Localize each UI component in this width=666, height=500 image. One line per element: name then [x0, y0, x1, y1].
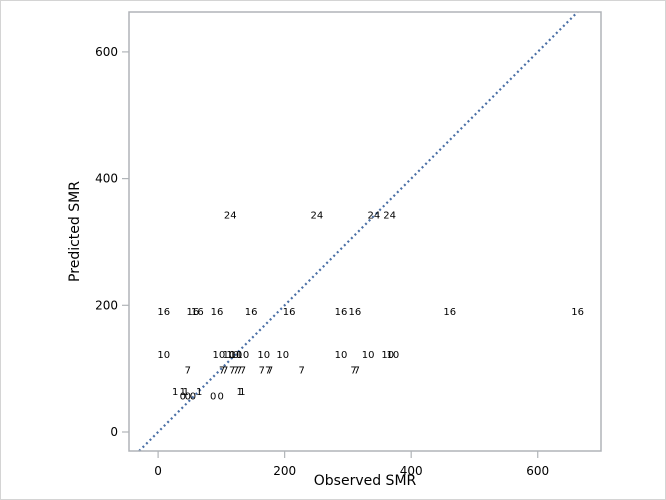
y-axis: 0 200 400 600	[95, 45, 129, 439]
data-point-label: 10	[381, 350, 394, 361]
data-point-label: 16	[283, 307, 296, 318]
data-point-label: 10	[212, 350, 225, 361]
data-point-label: 1	[239, 387, 245, 398]
data-point-label: 10	[257, 350, 270, 361]
data-point-label: 16	[191, 307, 204, 318]
data-point-label: 24	[383, 211, 396, 222]
data-point-label: 10	[226, 350, 239, 361]
data-point-label: 0	[218, 391, 224, 402]
data-point-label: 0	[190, 391, 196, 402]
data-point-label: 7	[259, 365, 265, 376]
data-point-label: 16	[211, 307, 224, 318]
data-point-label: 7	[229, 365, 235, 376]
data-point-label: 24	[367, 211, 380, 222]
data-point-label: 7	[267, 365, 273, 376]
data-point-label: 1	[172, 387, 178, 398]
data-point-label: 16	[187, 307, 200, 318]
x-tick-label: 600	[526, 464, 549, 478]
data-point-label: 16	[245, 307, 258, 318]
data-point-label: 16	[349, 307, 362, 318]
data-point-label: 1	[196, 387, 202, 398]
data-point-label: 16	[335, 307, 348, 318]
data-point-label: 16	[443, 307, 456, 318]
diagonal-line	[138, 11, 579, 452]
y-axis-label: Predicted SMR	[67, 181, 83, 282]
data-point-label: 7	[185, 365, 191, 376]
y-tick-label: 600	[95, 45, 118, 59]
data-point-label: 7	[354, 365, 360, 376]
data-point-label: 7	[350, 365, 356, 376]
data-point-label: 7	[236, 365, 242, 376]
x-tick-label: 200	[273, 464, 296, 478]
data-point-label: 10	[230, 350, 243, 361]
data-point-label: 24	[224, 211, 237, 222]
data-point-label: 1	[237, 387, 243, 398]
x-tick-label: 400	[400, 464, 423, 478]
data-point-label: 16	[571, 307, 584, 318]
x-tick-label: 0	[154, 464, 162, 478]
data-point-label: 7	[299, 365, 305, 376]
data-point-label: 0	[210, 391, 216, 402]
data-point-label: 7	[233, 365, 239, 376]
data-point-label: 24	[311, 211, 324, 222]
data-point-label: 1	[180, 387, 186, 398]
data-point-label: 10	[362, 350, 375, 361]
x-axis: 0 200 400 600	[154, 451, 549, 478]
data-point-label: 7	[219, 365, 225, 376]
x-axis-label: Observed SMR	[314, 473, 417, 489]
data-point-label: 7	[222, 365, 228, 376]
plot-frame	[128, 11, 602, 452]
y-tick-label: 0	[110, 425, 118, 439]
data-point-label: 10	[276, 350, 289, 361]
data-point-label: 1	[183, 387, 189, 398]
data-point-label: 10	[335, 350, 348, 361]
data-point-label: 0	[180, 391, 186, 402]
plot-area	[129, 12, 601, 451]
reference-line	[138, 11, 579, 452]
data-point-label: 10	[223, 350, 236, 361]
data-point-label: 0	[185, 391, 191, 402]
data-point-label: 16	[157, 307, 170, 318]
y-tick-label: 200	[95, 298, 118, 312]
data-point-label: 7	[240, 365, 246, 376]
data-point-label: 10	[386, 350, 399, 361]
data-point-label: 10	[237, 350, 250, 361]
data-point-label: 10	[157, 350, 170, 361]
data-point-label: 7	[265, 365, 271, 376]
y-tick-label: 400	[95, 172, 118, 186]
